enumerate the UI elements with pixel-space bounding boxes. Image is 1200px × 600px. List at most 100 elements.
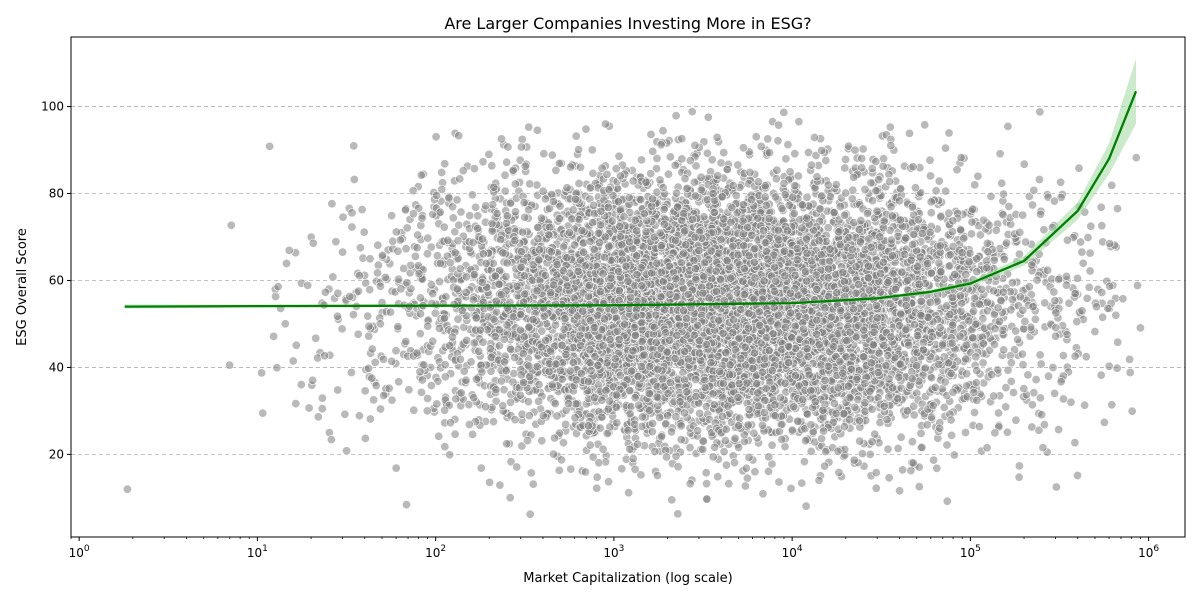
scatter-point (365, 414, 375, 424)
scatter-point (434, 431, 444, 441)
scatter-point (1064, 298, 1074, 308)
scatter-point (291, 340, 301, 350)
scatter-point (774, 477, 784, 487)
scatter-point (433, 376, 443, 386)
scatter-point (719, 148, 729, 158)
scatter-point (794, 117, 804, 127)
scatter-point (966, 229, 976, 239)
scatter-point (439, 222, 449, 232)
scatter-point (1107, 180, 1117, 190)
scatter-point (1125, 367, 1135, 377)
scatter-point (1030, 314, 1040, 324)
scatter-point (454, 131, 464, 141)
scatter-point (855, 436, 865, 446)
scatter-point (646, 129, 656, 139)
scatter-point (588, 452, 598, 462)
scatter-point (562, 183, 572, 193)
scatter-point (712, 132, 722, 142)
scatter-point (1099, 417, 1109, 427)
scatter-points (122, 107, 1145, 519)
scatter-point (437, 168, 447, 178)
scatter-point (548, 449, 558, 459)
scatter-point (597, 412, 607, 422)
scatter-point (532, 362, 542, 372)
scatter-point (1023, 370, 1033, 380)
scatter-point (456, 207, 466, 217)
scatter-point (340, 409, 350, 419)
scatter-point (317, 393, 327, 403)
scatter-point (947, 430, 957, 440)
scatter-point (304, 403, 314, 413)
scatter-point (628, 176, 638, 186)
scatter-point (569, 240, 579, 250)
scatter-point (1039, 420, 1049, 430)
scatter-point (580, 467, 590, 477)
scatter-point (1058, 351, 1068, 361)
scatter-point (677, 134, 687, 144)
scatter-point (547, 150, 557, 160)
scatter-point (1003, 121, 1013, 131)
scatter-point (364, 331, 374, 341)
scatter-point (652, 154, 662, 164)
scatter-point (949, 450, 959, 460)
scatter-point (785, 167, 795, 177)
scatter-point (1004, 202, 1014, 212)
scatter-point (689, 177, 699, 187)
scatter-point (426, 380, 436, 390)
scatter-point (1028, 200, 1038, 210)
scatter-point (367, 373, 377, 383)
scatter-point (387, 395, 397, 405)
scatter-point (907, 437, 917, 447)
scatter-point (767, 440, 777, 450)
scatter-point (1125, 354, 1135, 364)
scatter-point (523, 397, 533, 407)
scatter-point (1097, 221, 1107, 231)
scatter-point (698, 444, 708, 454)
scatter-point (516, 142, 526, 152)
scatter-point (338, 212, 348, 222)
scatter-point (265, 141, 275, 151)
scatter-point (1070, 351, 1080, 361)
scatter-point (575, 162, 585, 172)
scatter-point (904, 128, 914, 138)
scatter-point (1014, 472, 1024, 482)
scatter-point (909, 401, 919, 411)
scatter-point (440, 372, 450, 382)
scatter-point (1107, 400, 1117, 410)
scatter-point (1063, 235, 1073, 245)
scatter-point (423, 321, 433, 331)
scatter-point (636, 470, 646, 480)
scatter-point (685, 443, 695, 453)
scatter-point (592, 483, 602, 493)
scatter-point (534, 380, 544, 390)
scatter-point (1008, 387, 1018, 397)
scatter-point (1133, 280, 1143, 290)
scatter-point (868, 196, 878, 206)
scatter-point (993, 408, 1003, 418)
scatter-point (360, 386, 370, 396)
scatter-point (258, 408, 268, 418)
scatter-point (388, 236, 398, 246)
scatter-point (1001, 402, 1011, 412)
scatter-point (797, 478, 807, 488)
scatter-point (431, 132, 441, 142)
scatter-point (1018, 360, 1028, 370)
scatter-point (1131, 153, 1141, 163)
scatter-point (373, 240, 383, 250)
scatter-point (1080, 400, 1090, 410)
scatter-point (525, 179, 535, 189)
scatter-point (338, 247, 348, 257)
scatter-point (1019, 324, 1029, 334)
scatter-point (469, 164, 479, 174)
scatter-point (1038, 443, 1048, 453)
scatter-point (1027, 400, 1037, 410)
scatter-point (308, 238, 318, 248)
scatter-point (459, 366, 469, 376)
scatter-point (708, 452, 718, 462)
scatter-point (764, 452, 774, 462)
scatter-point (440, 442, 450, 452)
scatter-point (920, 120, 930, 130)
scatter-point (771, 174, 781, 184)
scatter-point (1001, 238, 1011, 248)
